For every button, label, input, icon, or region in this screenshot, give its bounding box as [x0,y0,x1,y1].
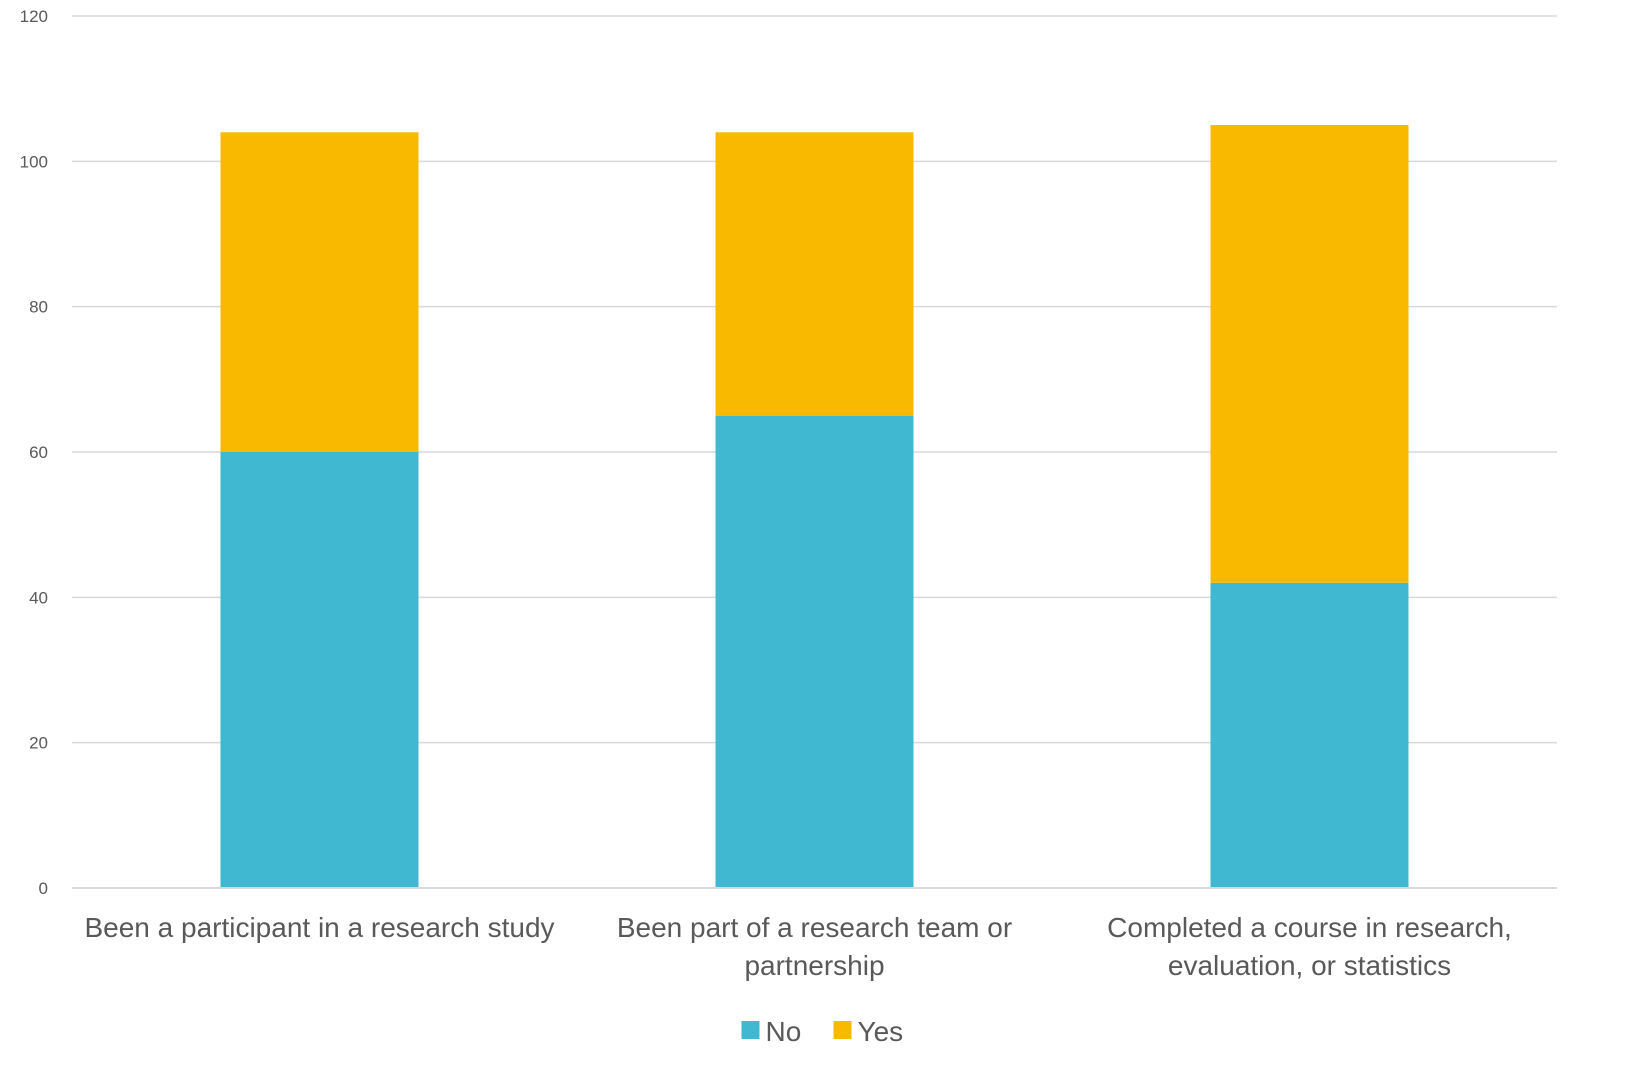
bar-segment-yes [1210,125,1409,583]
y-tick-label: 100 [20,152,48,171]
y-axis-tick-labels: 0 20 40 60 80 100 120 [20,7,48,898]
bar-segment-yes [220,132,419,452]
y-tick-label: 120 [20,7,48,26]
x-category-label: Completed a course in research, [1107,912,1512,943]
y-tick-label: 40 [29,588,48,607]
x-axis-category-labels: Been a participant in a research study Be… [84,912,1511,981]
legend: No Yes [741,1016,904,1047]
legend-swatch-no [741,1021,760,1039]
bar-segment-yes [715,132,914,416]
x-category-label: evaluation, or statistics [1168,950,1451,981]
x-category-label: Been a participant in a research study [84,912,554,943]
y-tick-label: 60 [29,443,48,462]
y-tick-label: 0 [39,879,48,898]
x-category-label: partnership [744,950,884,981]
bar-segment-no [220,452,419,888]
bar-segment-no [1210,582,1409,888]
bar-segment-no [715,415,914,888]
legend-swatch-yes [833,1021,852,1039]
x-category-label: Been part of a research team or [617,912,1012,943]
legend-label-no: No [766,1016,802,1047]
legend-label-yes: Yes [858,1016,904,1047]
y-tick-label: 20 [29,734,48,753]
bars [220,125,1409,888]
y-tick-label: 80 [29,298,48,317]
